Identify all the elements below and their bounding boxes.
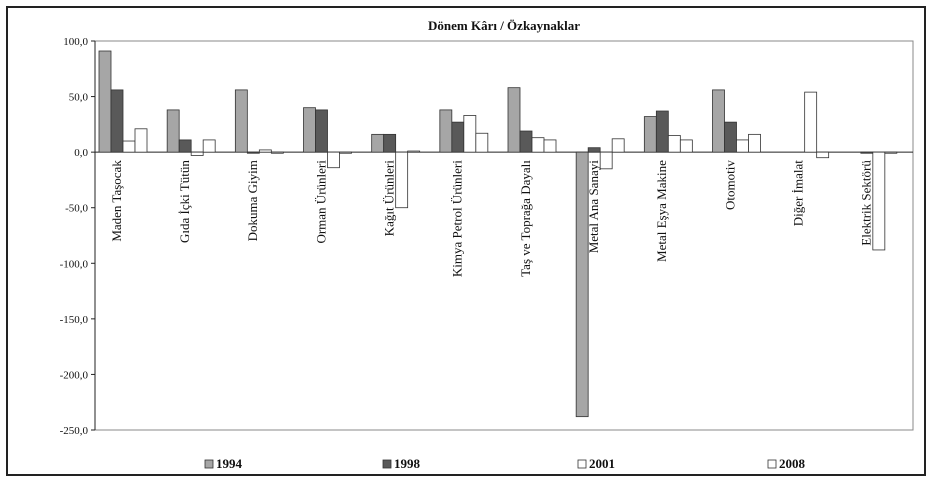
bar (655, 110, 669, 153)
bar (872, 151, 886, 251)
bar (383, 133, 397, 153)
bar (587, 147, 601, 153)
bar (463, 115, 477, 153)
bar (451, 121, 465, 153)
bar (371, 133, 385, 153)
y-tick-label: 50,0 (69, 92, 89, 104)
bar (407, 150, 421, 153)
chart-svg: Dönem Kârı / Özkaynaklar 100,0 50,0 0,0 -50,… (60, 18, 914, 471)
legend-label: 1994 (216, 456, 243, 471)
category-label: Maden Taşocak (109, 160, 124, 242)
bar (543, 139, 557, 153)
category-label: Otomotiv (722, 160, 737, 210)
y-tick-label: 100,0 (63, 36, 88, 48)
legend-label: 1998 (394, 456, 421, 471)
category-label: Kimya Petrol Ürünleri (450, 160, 465, 277)
bar (166, 109, 180, 153)
bar (611, 138, 625, 153)
chart-title: Dönem Kârı / Özkaynaklar (428, 18, 580, 33)
plot-area (94, 40, 914, 431)
bar (327, 151, 340, 169)
bar (178, 139, 192, 153)
bar (724, 121, 737, 153)
bar (816, 151, 830, 159)
bar (531, 137, 545, 153)
legend-swatch (577, 459, 587, 469)
bar (202, 139, 216, 153)
bar (110, 89, 124, 153)
y-tick-label: 0,0 (74, 147, 88, 159)
bar (712, 89, 725, 153)
category-label: Diğer İmalat (791, 160, 806, 226)
legend-swatch (767, 459, 777, 469)
category-label: Elektrik Sektörü (859, 160, 874, 246)
bar (575, 151, 589, 418)
legend-label: 2008 (779, 456, 806, 471)
category-label: Dokuma Giyim (245, 160, 260, 241)
bar (475, 132, 489, 153)
bar (315, 109, 328, 153)
y-tick-label: -100,0 (60, 258, 89, 270)
bar (98, 50, 112, 153)
bar (679, 139, 693, 153)
bar (339, 151, 352, 154)
bar (303, 107, 316, 153)
bar (395, 151, 409, 209)
bar (748, 133, 761, 153)
bar (884, 151, 898, 154)
bar (599, 151, 613, 170)
y-tick-label: -50,0 (65, 203, 88, 215)
bar (246, 151, 260, 154)
category-label: Gıda İçki Tütün (177, 160, 192, 243)
bar (643, 116, 657, 153)
category-label: Kağıt Ürünleri (382, 160, 397, 237)
legend-swatch (382, 459, 392, 469)
bar (736, 139, 749, 153)
legend-label: 2001 (589, 456, 615, 471)
legend-swatch (204, 459, 214, 469)
bar (258, 149, 272, 153)
y-tick-label: -200,0 (60, 369, 89, 381)
category-label: Taş ve Toprağa Dayalı (518, 160, 533, 277)
bar (860, 151, 874, 154)
bar (667, 135, 681, 153)
y-tick-label: -250,0 (60, 425, 89, 437)
category-label: Metal Eşya Makine (654, 160, 669, 262)
bar (134, 128, 148, 153)
bar (439, 109, 453, 153)
chart-frame: Dönem Kârı / Özkaynaklar 100,0 50,0 0,0 -50,… (6, 6, 926, 476)
y-tick-label: -150,0 (60, 314, 89, 326)
bar (234, 89, 248, 153)
bar (122, 140, 136, 153)
category-label: Orman Ürünleri (313, 160, 328, 244)
bar (804, 91, 818, 153)
bar (190, 151, 204, 156)
bar (519, 130, 533, 153)
category-label: Metal Ana Sanayi (586, 160, 601, 254)
bar (507, 87, 521, 153)
bar (270, 151, 284, 154)
